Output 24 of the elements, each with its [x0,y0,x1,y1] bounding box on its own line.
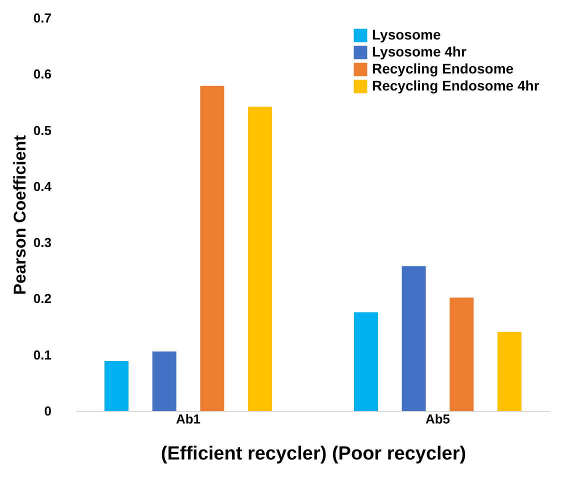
bar [200,86,224,411]
x-axis-title: (Efficient recycler) (Poor recycler) [160,444,466,464]
y-tick-label: 0.2 [33,291,52,306]
legend-label: Lysosome 4hr [372,44,467,60]
y-tick-label: 0.3 [33,235,52,250]
x-tick-label: Ab1 [176,412,201,426]
bar [248,106,272,411]
y-tick-label: 0.7 [33,10,52,26]
legend-label: Recycling Endosome 4hr [372,78,540,94]
bar [402,266,426,411]
bar [354,312,378,411]
y-tick-label: 0.1 [33,347,52,362]
y-tick-label: 0.5 [33,122,52,138]
y-tick-label: 0.4 [33,178,52,194]
bar [152,351,176,411]
bar [498,332,522,411]
y-tick-label: 0.6 [33,66,52,82]
y-tick-label: 0 [44,404,52,418]
y-axis-title: Pearson Coefficient [10,134,30,295]
legend-label: Recycling Endosome [372,60,514,76]
x-tick-label: Ab5 [425,412,450,426]
bar [104,361,128,411]
bar [450,298,474,411]
legend-label: Lysosome [372,26,441,42]
